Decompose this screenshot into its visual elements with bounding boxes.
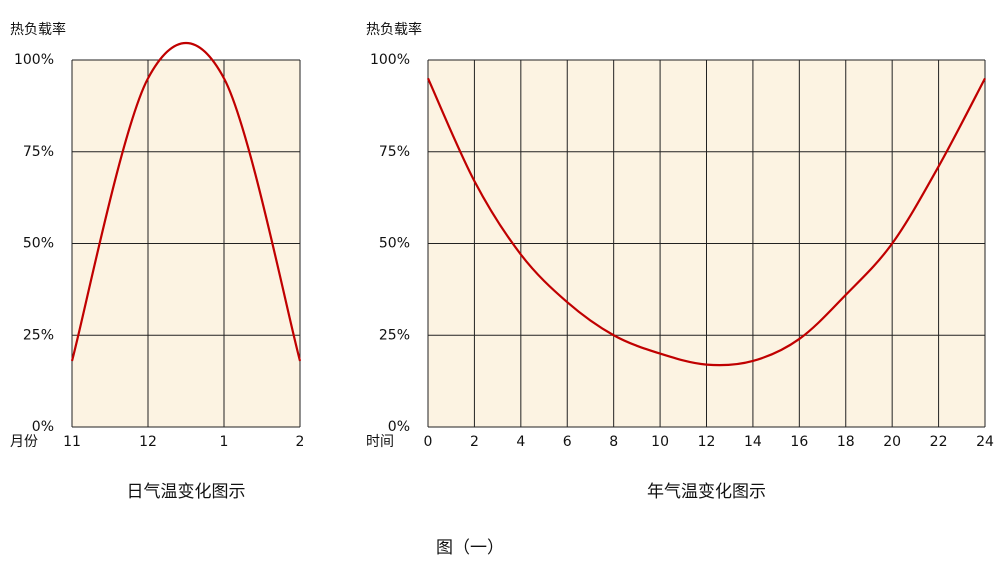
x-tick-label: 18: [837, 434, 855, 450]
x-tick-label: 2: [296, 434, 305, 450]
data-line: [70, 41, 302, 362]
x-tick-label: 12: [139, 434, 157, 450]
x-tick-label: 4: [516, 434, 525, 450]
chart-caption: 日气温变化图示: [127, 482, 246, 502]
figure-caption: 图（一）: [436, 538, 504, 558]
x-tick-label: 11: [63, 434, 81, 450]
y-tick-label: 100%: [370, 52, 410, 68]
y-tick-label: 75%: [23, 144, 54, 160]
y-tick-label: 25%: [379, 327, 410, 343]
x-axis-label: 时间: [366, 434, 394, 450]
y-tick-label: 50%: [23, 236, 54, 252]
x-tick-label: 24: [976, 434, 994, 450]
x-tick-label: 6: [563, 434, 572, 450]
y-axis-label: 热负载率: [366, 21, 422, 38]
data-line: [426, 77, 986, 367]
y-axis-label: 热负载率: [10, 21, 66, 38]
x-tick-label: 8: [609, 434, 618, 450]
x-tick-label: 10: [651, 434, 669, 450]
x-tick-label: 0: [424, 434, 433, 450]
chart-caption: 年气温变化图示: [647, 482, 766, 502]
x-tick-label: 16: [790, 434, 808, 450]
x-tick-label: 1: [220, 434, 229, 450]
y-tick-label: 50%: [379, 236, 410, 252]
x-tick-label: 20: [883, 434, 901, 450]
y-tick-label: 100%: [14, 52, 54, 68]
x-tick-label: 22: [930, 434, 948, 450]
y-tick-label: 0%: [388, 419, 410, 435]
y-tick-label: 0%: [32, 419, 54, 435]
x-tick-label: 2: [470, 434, 479, 450]
x-tick-label: 12: [698, 434, 716, 450]
x-tick-label: 14: [744, 434, 762, 450]
y-tick-label: 25%: [23, 327, 54, 343]
x-axis-label: 月份: [10, 434, 38, 450]
y-tick-label: 75%: [379, 144, 410, 160]
